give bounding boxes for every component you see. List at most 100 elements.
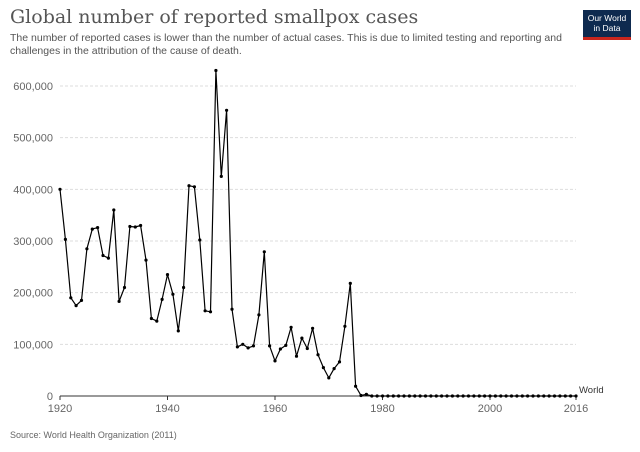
data-point[interactable] bbox=[241, 342, 245, 346]
data-point[interactable] bbox=[268, 344, 272, 348]
data-point[interactable] bbox=[364, 392, 368, 396]
data-point[interactable] bbox=[208, 310, 213, 314]
data-point[interactable] bbox=[112, 208, 116, 212]
data-point[interactable] bbox=[69, 296, 73, 300]
data-point[interactable] bbox=[488, 394, 492, 398]
y-tick-label: 0 bbox=[47, 391, 53, 403]
data-point[interactable] bbox=[552, 394, 557, 398]
data-point[interactable] bbox=[520, 394, 524, 398]
data-point[interactable] bbox=[257, 313, 261, 317]
data-point[interactable] bbox=[321, 366, 325, 370]
data-point[interactable] bbox=[289, 325, 293, 329]
data-point[interactable] bbox=[284, 343, 288, 347]
data-point[interactable] bbox=[278, 347, 282, 351]
data-point[interactable] bbox=[74, 304, 78, 308]
data-point[interactable] bbox=[316, 353, 320, 357]
data-point[interactable] bbox=[262, 250, 266, 254]
data-point[interactable] bbox=[246, 346, 250, 350]
data-point[interactable] bbox=[386, 394, 390, 398]
data-point[interactable] bbox=[128, 224, 132, 229]
data-point[interactable] bbox=[311, 326, 315, 330]
data-point[interactable] bbox=[117, 299, 121, 303]
data-point[interactable] bbox=[79, 298, 84, 302]
data-point[interactable] bbox=[515, 394, 519, 398]
data-point[interactable] bbox=[445, 394, 449, 398]
data-point[interactable] bbox=[343, 324, 347, 328]
data-point[interactable] bbox=[101, 253, 105, 258]
data-point[interactable] bbox=[58, 187, 62, 191]
data-point[interactable] bbox=[569, 394, 573, 398]
data-point[interactable] bbox=[63, 237, 67, 241]
data-point[interactable] bbox=[214, 68, 218, 73]
data-point[interactable] bbox=[139, 223, 143, 228]
data-point[interactable] bbox=[542, 394, 546, 398]
data-point[interactable] bbox=[563, 394, 567, 398]
data-point[interactable] bbox=[477, 394, 481, 398]
data-point[interactable] bbox=[531, 394, 535, 398]
data-point[interactable] bbox=[171, 292, 175, 296]
data-point[interactable] bbox=[198, 238, 202, 242]
data-point[interactable] bbox=[359, 393, 363, 398]
data-point[interactable] bbox=[483, 394, 487, 398]
data-point[interactable] bbox=[149, 316, 153, 321]
data-point[interactable] bbox=[96, 226, 100, 230]
data-point[interactable] bbox=[574, 394, 578, 398]
data-point[interactable] bbox=[380, 394, 385, 398]
data-point[interactable] bbox=[230, 307, 234, 311]
data-point[interactable] bbox=[413, 394, 417, 398]
data-point[interactable] bbox=[90, 227, 94, 231]
data-point[interactable] bbox=[370, 394, 374, 398]
data-point[interactable] bbox=[106, 256, 110, 260]
data-point[interactable] bbox=[375, 394, 379, 398]
data-point[interactable] bbox=[144, 258, 148, 262]
data-point[interactable] bbox=[203, 309, 207, 313]
data-point[interactable] bbox=[337, 360, 342, 364]
data-point[interactable] bbox=[122, 285, 127, 290]
data-point[interactable] bbox=[509, 394, 514, 398]
data-point[interactable] bbox=[176, 329, 180, 333]
data-point[interactable] bbox=[504, 394, 508, 398]
data-point[interactable] bbox=[155, 319, 159, 323]
data-point[interactable] bbox=[300, 336, 304, 340]
data-point[interactable] bbox=[225, 108, 229, 112]
data-point[interactable] bbox=[418, 394, 422, 398]
data-point[interactable] bbox=[160, 297, 164, 301]
data-point[interactable] bbox=[440, 394, 444, 398]
data-point[interactable] bbox=[493, 394, 497, 398]
data-point[interactable] bbox=[294, 354, 299, 358]
data-point[interactable] bbox=[466, 394, 471, 398]
data-point[interactable] bbox=[402, 394, 406, 398]
data-point[interactable] bbox=[429, 394, 433, 398]
owid-logo[interactable]: Our World in Data bbox=[583, 10, 631, 40]
data-point[interactable] bbox=[273, 359, 277, 363]
data-point[interactable] bbox=[558, 394, 562, 398]
data-point[interactable] bbox=[472, 394, 476, 398]
data-point[interactable] bbox=[235, 345, 239, 349]
data-point[interactable] bbox=[182, 285, 186, 290]
data-point[interactable] bbox=[423, 394, 428, 398]
data-point[interactable] bbox=[456, 394, 460, 398]
data-point[interactable] bbox=[499, 394, 503, 398]
data-point[interactable] bbox=[397, 394, 401, 398]
data-point[interactable] bbox=[450, 394, 454, 398]
y-axis-ticks: 0 100,000 200,000 300,000 400,000 500,000 600,… bbox=[13, 81, 53, 403]
data-point[interactable] bbox=[85, 247, 89, 251]
data-point[interactable] bbox=[133, 225, 137, 229]
data-point[interactable] bbox=[251, 344, 256, 348]
data-point[interactable] bbox=[187, 184, 191, 188]
data-point[interactable] bbox=[305, 346, 309, 351]
data-point[interactable] bbox=[391, 394, 395, 398]
data-point[interactable] bbox=[165, 273, 170, 277]
data-point[interactable] bbox=[348, 281, 352, 285]
data-point[interactable] bbox=[526, 394, 530, 398]
data-point[interactable] bbox=[434, 394, 438, 398]
data-point[interactable] bbox=[547, 394, 551, 398]
data-point[interactable] bbox=[407, 394, 411, 398]
data-point[interactable] bbox=[461, 394, 465, 398]
data-point[interactable] bbox=[219, 174, 223, 178]
data-point[interactable] bbox=[192, 185, 196, 189]
data-point[interactable] bbox=[354, 384, 358, 388]
data-point[interactable] bbox=[332, 367, 336, 371]
data-point[interactable] bbox=[327, 376, 331, 380]
data-point[interactable] bbox=[536, 394, 541, 398]
